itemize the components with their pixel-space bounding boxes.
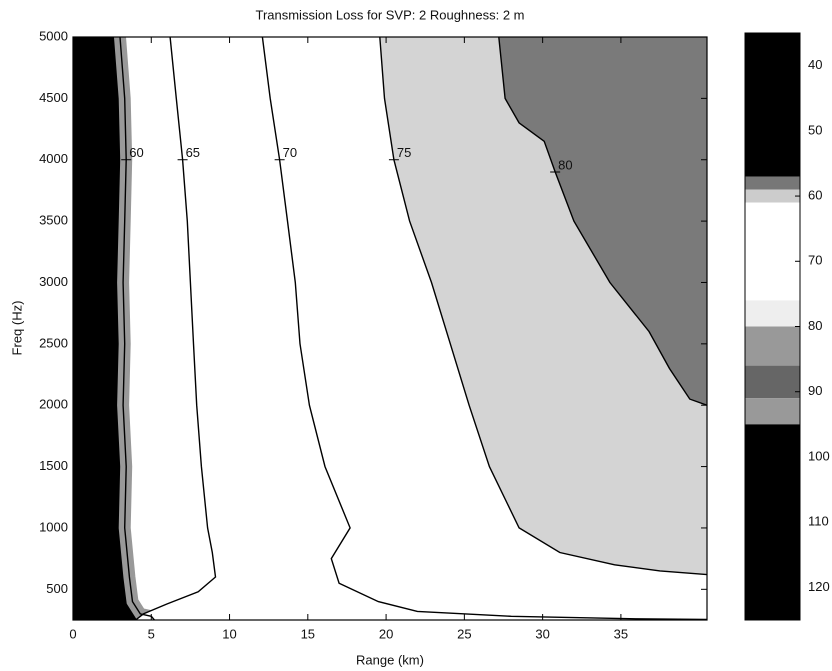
colorbar-segment [745, 176, 800, 190]
x-tick-label: 30 [535, 626, 549, 641]
x-axis-label: Range (km) [356, 652, 424, 667]
y-tick-label: 2500 [39, 335, 68, 350]
contour-label: 70 [283, 145, 297, 160]
x-tick-label: 10 [222, 626, 236, 641]
y-axis-label: Freq (Hz) [9, 301, 24, 356]
chart-title: Transmission Loss for SVP: 2 Roughness: … [255, 7, 524, 22]
plot-frame [72, 36, 708, 621]
colorbar-segment [745, 365, 800, 399]
colorbar-tick-label: 90 [808, 383, 822, 398]
colorbar-tick-label: 120 [808, 579, 830, 594]
colorbar-tick-label: 50 [808, 122, 822, 137]
axes: 0 5 10 15 20 25 30 35 500 1000 1500 2000 2500 3000 350… [39, 28, 707, 641]
y-tick-label: 1500 [39, 458, 68, 473]
y-tick-label: 2000 [39, 397, 68, 412]
colorbar-segment [745, 33, 800, 177]
contour-line [119, 37, 155, 620]
x-tick-label: 25 [457, 626, 471, 641]
x-tick-label: 35 [614, 626, 628, 641]
y-tick-label: 3500 [39, 213, 68, 228]
colorbar-tick-label: 110 [808, 514, 829, 529]
y-tick-label: 5000 [39, 28, 68, 43]
contour-lines: 60 65 70 75 80 [119, 37, 707, 620]
x-tick-label: 0 [69, 626, 76, 641]
colorbar-tick-label: 40 [808, 57, 822, 72]
colorbar-segment [745, 398, 800, 425]
y-tick-label: 4000 [39, 151, 68, 166]
x-tick-label: 15 [301, 626, 315, 641]
colorbar-segment [745, 300, 800, 327]
y-tick-label: 500 [46, 581, 68, 596]
contour-line [498, 37, 707, 406]
level-fill [498, 37, 707, 406]
contour-label: 65 [186, 145, 200, 160]
colorbar: 40 50 60 70 80 90 100 110 120 [745, 33, 830, 620]
y-tick-label: 1000 [39, 519, 68, 534]
contour-label: 80 [558, 157, 572, 172]
y-tick-label: 4500 [39, 90, 68, 105]
colorbar-tick-label: 100 [808, 448, 830, 463]
colorbar-tick-label: 80 [808, 318, 822, 333]
contour-line [261, 37, 707, 620]
x-tick-label: 5 [148, 626, 155, 641]
y-tick-label: 3000 [39, 274, 68, 289]
contour-label: 75 [397, 145, 411, 160]
colorbar-segment [745, 326, 800, 366]
colorbar-frame [744, 32, 801, 621]
colorbar-tick-label: 60 [808, 187, 822, 202]
contour-line [135, 37, 217, 620]
colorbar-segment [745, 424, 800, 620]
colorbar-tick-label: 70 [808, 253, 822, 268]
colorbar-segment [745, 189, 800, 203]
x-tick-label: 20 [379, 626, 393, 641]
colorbar-segment [745, 202, 800, 301]
contour-label: 60 [129, 145, 143, 160]
